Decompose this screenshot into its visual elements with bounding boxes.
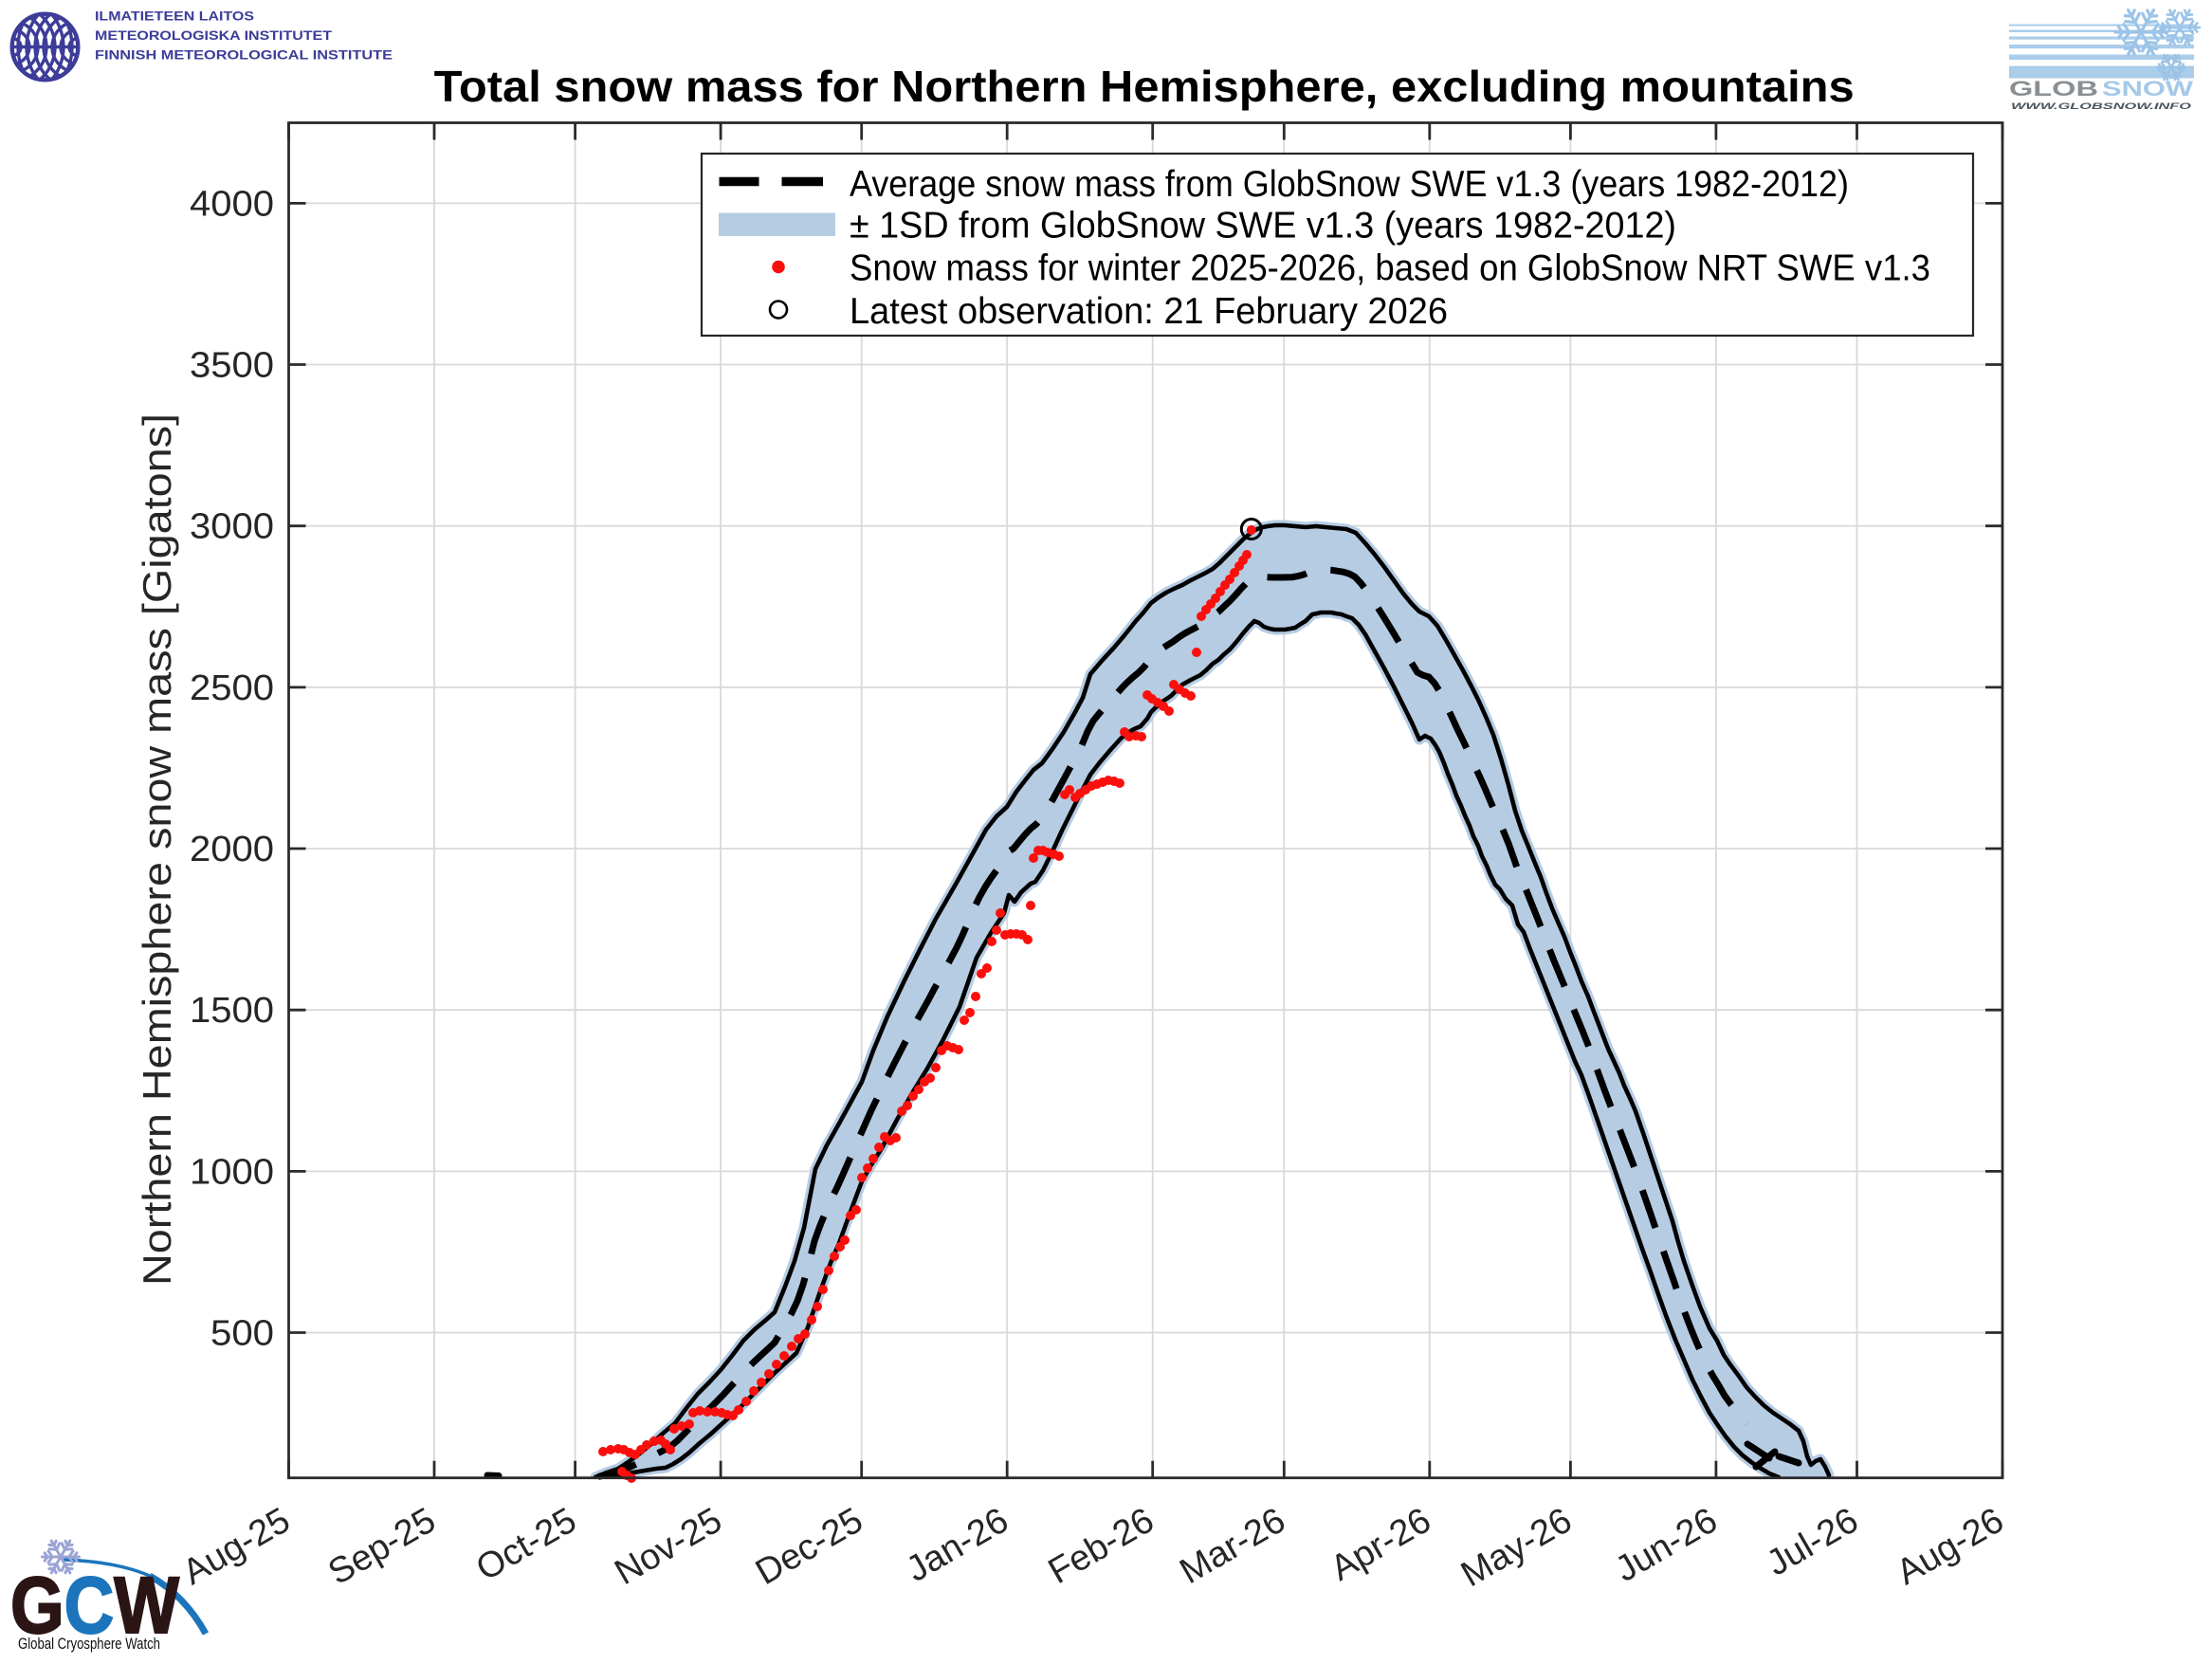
svg-text:SNOW: SNOW (2102, 77, 2193, 101)
svg-text:3000: 3000 (190, 507, 274, 547)
svg-text:WWW.GLOBSNOW.INFO: WWW.GLOBSNOW.INFO (2011, 101, 2192, 112)
svg-text:METEOROLOGISKA INSTITUTET: METEOROLOGISKA INSTITUTET (95, 28, 333, 43)
svg-text:± 1SD from GlobSnow SWE v1.3 (: ± 1SD from GlobSnow SWE v1.3 (years 1982… (850, 206, 1676, 247)
svg-text:Average snow mass from GlobSno: Average snow mass from GlobSnow SWE v1.3… (850, 164, 1849, 205)
svg-text:FINNISH METEOROLOGICAL INSTITU: FINNISH METEOROLOGICAL INSTITUTE (95, 48, 393, 63)
svg-text:2000: 2000 (190, 830, 274, 869)
svg-text:ILMATIETEEN LAITOS: ILMATIETEEN LAITOS (95, 9, 254, 24)
svg-text:4000: 4000 (190, 184, 274, 224)
svg-text:GLOB: GLOB (2009, 77, 2098, 101)
svg-text:500: 500 (210, 1314, 274, 1354)
svg-text:1000: 1000 (190, 1152, 274, 1192)
svg-text:1500: 1500 (190, 991, 274, 1031)
svg-text:Snow mass for winter 2025-2026: Snow mass for winter 2025-2026, based on… (850, 248, 1930, 289)
svg-text:Latest observation: 21 Februar: Latest observation: 21 February 2026 (850, 291, 1448, 332)
svg-text:3500: 3500 (190, 346, 274, 386)
svg-text:Total snow mass for Northern H: Total snow mass for Northern Hemisphere,… (434, 62, 1855, 111)
svg-text:2500: 2500 (190, 668, 274, 708)
svg-text:Northern Hemisphere snow mass: Northern Hemisphere snow mass [Gigatons] (135, 413, 179, 1286)
svg-text:Global Cryosphere Watch: Global Cryosphere Watch (18, 1635, 160, 1653)
